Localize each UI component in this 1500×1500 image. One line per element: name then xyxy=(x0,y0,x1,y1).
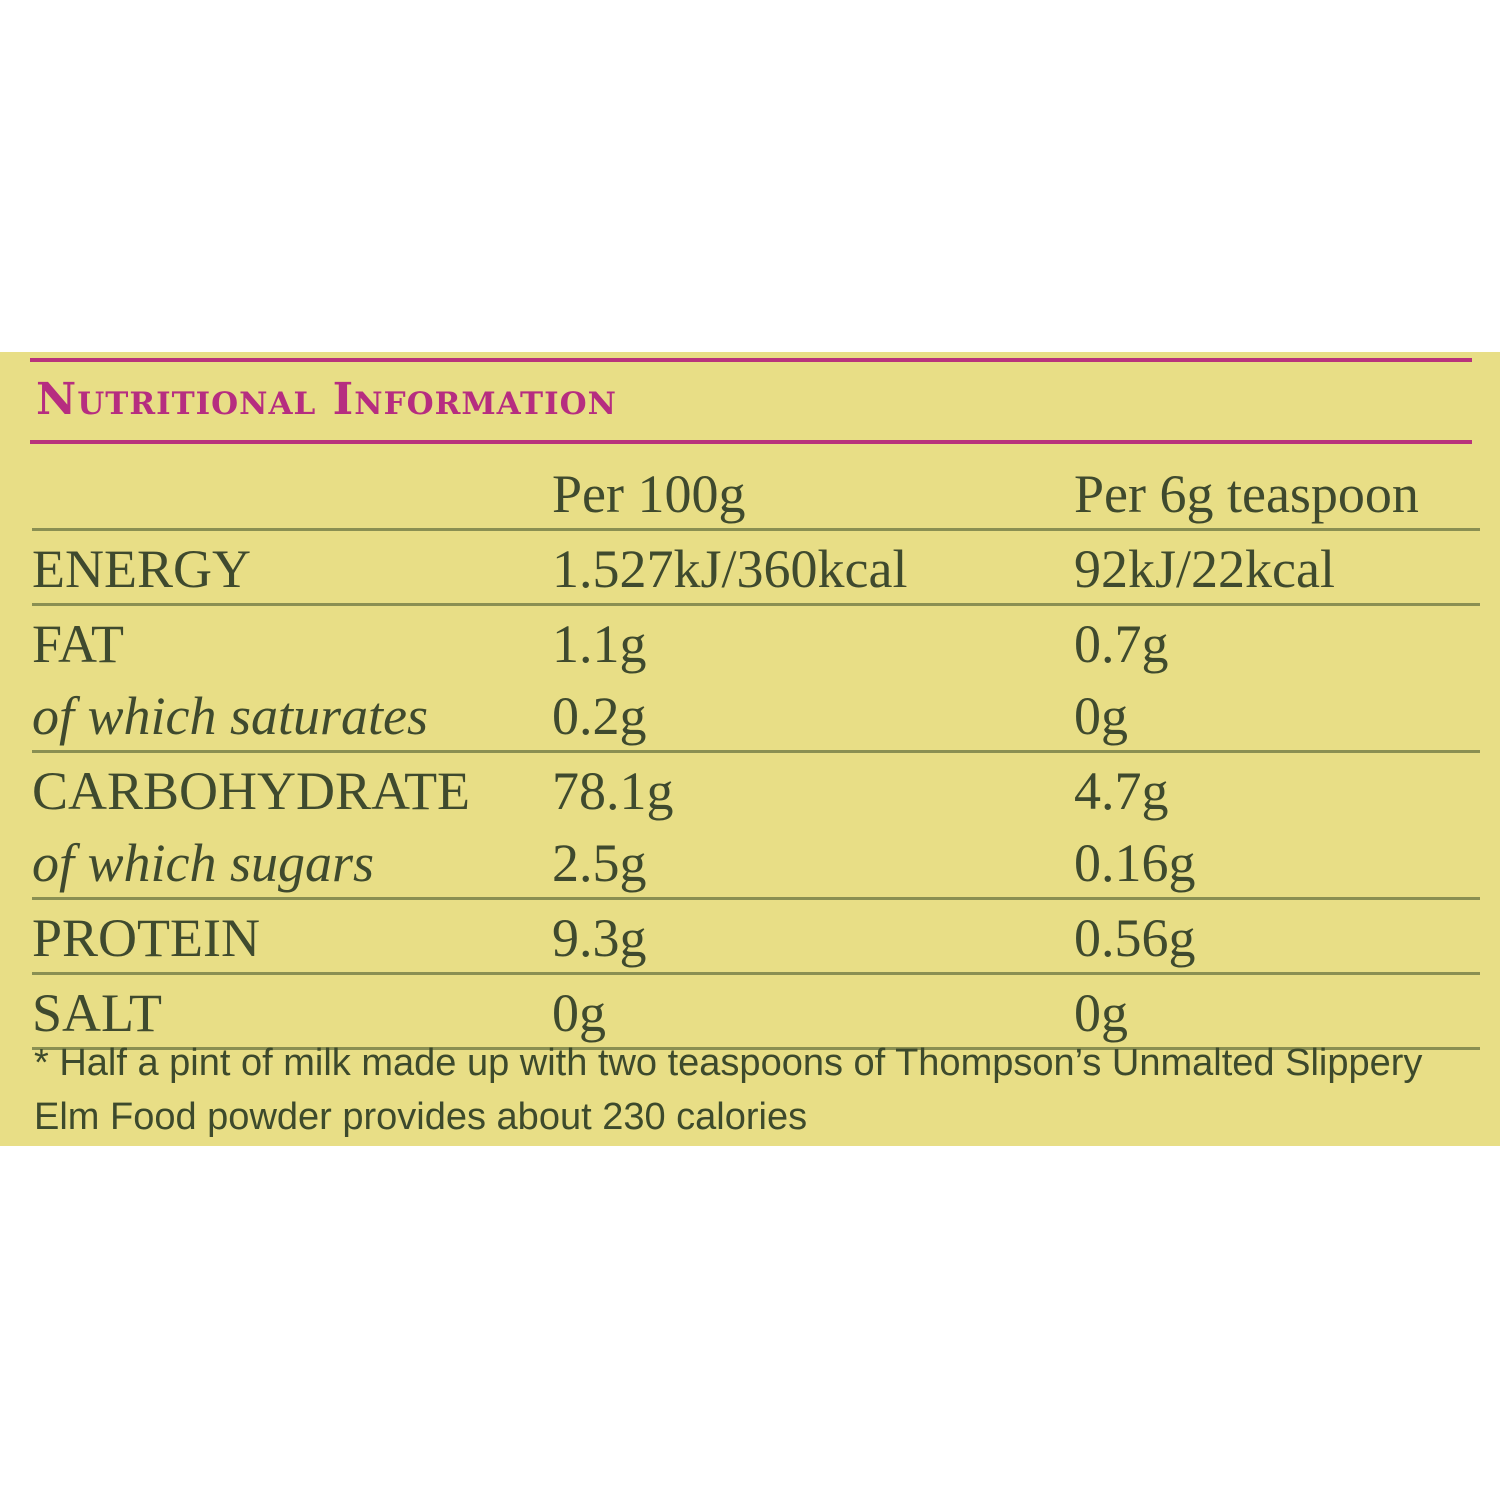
value-per-teaspoon: 4.7g xyxy=(1074,761,1169,821)
row-label: of which saturates xyxy=(32,686,429,746)
row-label: CARBOHYDRATE xyxy=(32,761,471,821)
header-row: Per 100g Per 6g teaspoon xyxy=(32,456,1480,531)
value-per-100g: 9.3g xyxy=(552,908,647,968)
value-per-100g: 2.5g xyxy=(552,833,647,893)
heading-divider xyxy=(30,440,1472,444)
value-per-teaspoon: 0.7g xyxy=(1074,614,1169,674)
value-per-100g: 78.1g xyxy=(552,761,674,821)
value-per-100g: 0g xyxy=(552,983,606,1043)
row-label: of which sugars xyxy=(32,833,375,893)
value-per-teaspoon: 0.16g xyxy=(1074,833,1196,893)
value-per-100g: 1.1g xyxy=(552,614,647,674)
value-per-100g: 0.2g xyxy=(552,686,647,746)
row-label: PROTEIN xyxy=(32,908,260,968)
column-header-per-teaspoon: Per 6g teaspoon xyxy=(1074,464,1419,524)
label-title: Nutritional Information xyxy=(36,374,617,425)
value-per-teaspoon: 92kJ/22kcal xyxy=(1074,539,1335,599)
table-row-protein: PROTEIN 9.3g 0.56g xyxy=(32,900,1480,975)
table-row-salt: SALT 0g 0g xyxy=(32,975,1480,1050)
row-label: SALT xyxy=(32,983,163,1043)
table-row-carbohydrate: CARBOHYDRATE 78.1g 4.7g xyxy=(32,753,1480,825)
table-row-sugars: of which sugars 2.5g 0.16g xyxy=(32,825,1480,900)
value-per-teaspoon: 0g xyxy=(1074,686,1128,746)
value-per-teaspoon: 0.56g xyxy=(1074,908,1196,968)
nutrition-label: Nutritional Information Per 100g Per 6g … xyxy=(0,352,1500,1146)
row-label: ENERGY xyxy=(32,539,251,599)
table-row-energy: ENERGY 1.527kJ/360kcal 92kJ/22kcal xyxy=(32,531,1480,606)
table-row-saturates: of which saturates 0.2g 0g xyxy=(32,678,1480,753)
value-per-100g: 1.527kJ/360kcal xyxy=(552,539,908,599)
row-label: FAT xyxy=(32,614,125,674)
column-header-per-100g: Per 100g xyxy=(552,464,746,524)
table-row-fat: FAT 1.1g 0.7g xyxy=(32,606,1480,678)
footnote: * Half a pint of milk made up with two t… xyxy=(34,1042,1423,1138)
value-per-teaspoon: 0g xyxy=(1074,983,1128,1043)
top-divider xyxy=(30,358,1472,362)
nutrition-table: Per 100g Per 6g teaspoon ENERGY 1.527kJ/… xyxy=(32,456,1480,1050)
